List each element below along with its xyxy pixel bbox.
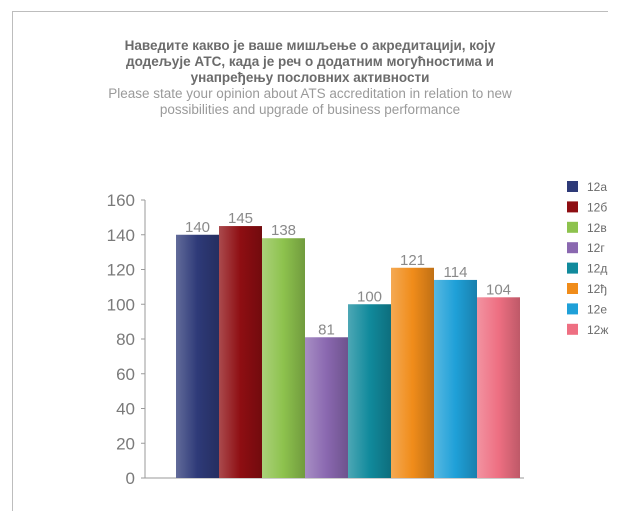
bar-12г [305, 337, 348, 478]
legend-swatch-12д [567, 262, 578, 274]
y-tick-label: 160 [107, 191, 135, 210]
bar-12д [348, 304, 391, 478]
legend-label-12ђ: 12ђ [587, 282, 607, 296]
data-label-12а: 140 [185, 219, 210, 236]
legend-label-12а: 12а [587, 180, 607, 194]
legend-label-12е: 12е [587, 302, 607, 316]
data-label-12г: 81 [318, 321, 335, 338]
legend-swatch-12г [567, 242, 578, 254]
chart-title: Наведите какво је ваше мишљење о акредит… [124, 38, 496, 85]
legend-label-12д: 12д [587, 262, 607, 276]
frame-border-left [12, 11, 13, 511]
legend-swatch-12а [567, 181, 578, 192]
bar-12ђ [391, 267, 434, 478]
legend-label-12в: 12в [587, 221, 607, 235]
data-label-12ж: 104 [486, 281, 511, 298]
y-tick-label: 100 [107, 295, 135, 314]
bar-12б [219, 226, 262, 478]
y-tick-label: 120 [107, 261, 135, 280]
y-tick-label: 0 [126, 469, 135, 488]
legend-swatch-12в [567, 221, 578, 233]
legend-label-12ж: 12ж [587, 323, 608, 337]
legend-swatch-12ђ [567, 283, 578, 294]
legend-swatch-12е [567, 303, 578, 315]
legend-label-12г: 12г [587, 241, 605, 255]
chart-subtitle: Please state your opinion about ATS accr… [108, 86, 512, 117]
legend-label-12б: 12б [587, 200, 607, 214]
data-label-12е: 114 [444, 264, 468, 281]
y-tick-label: 20 [116, 434, 135, 453]
bar-12е [434, 279, 477, 478]
data-label-12ђ: 121 [400, 252, 425, 269]
data-label-12б: 145 [228, 210, 253, 227]
y-tick-label: 140 [107, 226, 135, 245]
data-label-12д: 100 [357, 288, 382, 305]
y-tick-label: 60 [116, 365, 135, 384]
legend-swatch-12б [567, 201, 578, 213]
bar-12а [176, 234, 219, 478]
bar-12ж [477, 297, 520, 478]
y-tick-label: 80 [116, 330, 135, 349]
y-tick-label: 40 [116, 400, 135, 419]
bar-12в [262, 238, 305, 478]
data-label-12в: 138 [271, 222, 296, 239]
legend-swatch-12ж [567, 323, 578, 335]
frame-border-top [12, 11, 608, 12]
chart-title-block: Наведите какво је ваше мишљење о акредит… [40, 38, 580, 118]
